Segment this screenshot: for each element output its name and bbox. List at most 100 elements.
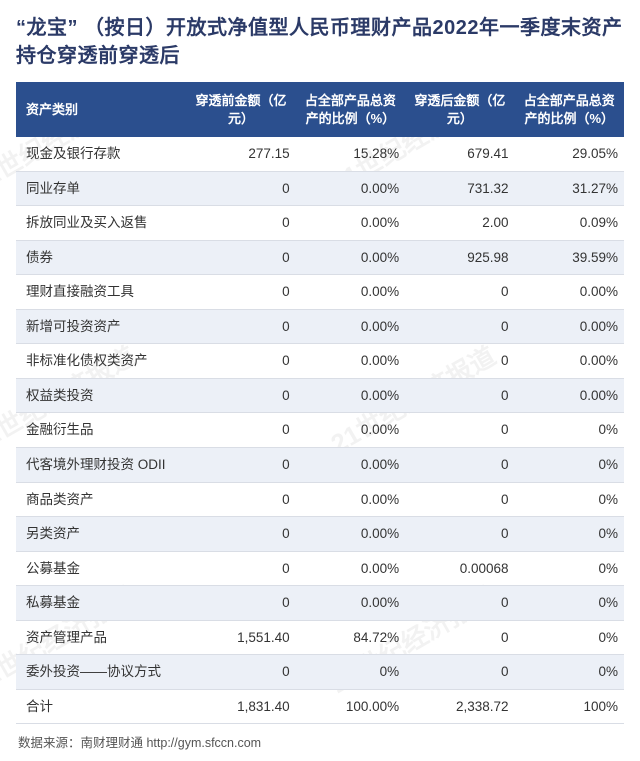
table-row: 私募基金00.00%00% <box>16 586 624 621</box>
table-header: 资产类别 穿透前金额（亿元） 占全部产品总资产的比例（%） 穿透后金额（亿元） … <box>16 82 624 137</box>
cell-value: 0.00% <box>296 275 405 310</box>
cell-value: 0.00% <box>515 309 624 344</box>
cell-value: 0 <box>186 344 295 379</box>
data-source: 数据来源：南财理财通 http://gym.sfccn.com <box>16 732 624 751</box>
cell-value: 679.41 <box>405 137 514 171</box>
cell-category: 合计 <box>16 689 186 724</box>
cell-value: 0.09% <box>515 206 624 241</box>
cell-value: 0 <box>405 275 514 310</box>
table-row: 拆放同业及买入返售00.00%2.000.09% <box>16 206 624 241</box>
cell-value: 0.00% <box>296 448 405 483</box>
cell-category: 拆放同业及买入返售 <box>16 206 186 241</box>
table-row: 合计1,831.40100.00%2,338.72100% <box>16 689 624 724</box>
cell-value: 0 <box>186 378 295 413</box>
cell-value: 0 <box>186 482 295 517</box>
table-row: 非标准化债权类资产00.00%00.00% <box>16 344 624 379</box>
cell-value: 0% <box>515 551 624 586</box>
table-row: 委外投资——协议方式00%00% <box>16 655 624 690</box>
cell-value: 0 <box>186 517 295 552</box>
cell-value: 0 <box>186 206 295 241</box>
cell-value: 0 <box>405 448 514 483</box>
table-row: 代客境外理财投资 ODII00.00%00% <box>16 448 624 483</box>
cell-value: 0.00% <box>296 482 405 517</box>
col-header-category: 资产类别 <box>16 82 186 137</box>
table-row: 债券00.00%925.9839.59% <box>16 240 624 275</box>
cell-value: 0 <box>405 620 514 655</box>
cell-value: 0 <box>405 655 514 690</box>
cell-value: 31.27% <box>515 171 624 206</box>
cell-category: 代客境外理财投资 ODII <box>16 448 186 483</box>
cell-category: 新增可投资资产 <box>16 309 186 344</box>
cell-value: 0.00% <box>296 551 405 586</box>
cell-value: 0.00% <box>296 378 405 413</box>
holdings-table: 资产类别 穿透前金额（亿元） 占全部产品总资产的比例（%） 穿透后金额（亿元） … <box>16 82 624 724</box>
cell-value: 0 <box>186 275 295 310</box>
cell-value: 0.00% <box>296 517 405 552</box>
cell-value: 2,338.72 <box>405 689 514 724</box>
cell-value: 1,551.40 <box>186 620 295 655</box>
cell-value: 0 <box>186 655 295 690</box>
cell-category: 商品类资产 <box>16 482 186 517</box>
cell-value: 39.59% <box>515 240 624 275</box>
cell-value: 84.72% <box>296 620 405 655</box>
cell-value: 0.00% <box>296 586 405 621</box>
cell-value: 0.00% <box>515 378 624 413</box>
cell-value: 0% <box>515 517 624 552</box>
cell-value: 0.00% <box>296 309 405 344</box>
cell-value: 277.15 <box>186 137 295 171</box>
cell-category: 另类资产 <box>16 517 186 552</box>
cell-value: 29.05% <box>515 137 624 171</box>
cell-value: 100% <box>515 689 624 724</box>
cell-value: 0 <box>186 240 295 275</box>
table-row: 资产管理产品1,551.4084.72%00% <box>16 620 624 655</box>
cell-value: 1,831.40 <box>186 689 295 724</box>
table-row: 金融衍生品00.00%00% <box>16 413 624 448</box>
cell-value: 0 <box>405 309 514 344</box>
cell-value: 0.00% <box>296 344 405 379</box>
cell-category: 非标准化债权类资产 <box>16 344 186 379</box>
cell-value: 0 <box>405 413 514 448</box>
cell-category: 权益类投资 <box>16 378 186 413</box>
cell-value: 925.98 <box>405 240 514 275</box>
cell-value: 0.00% <box>296 171 405 206</box>
cell-value: 0% <box>515 620 624 655</box>
cell-value: 0 <box>405 344 514 379</box>
cell-value: 731.32 <box>405 171 514 206</box>
cell-category: 私募基金 <box>16 586 186 621</box>
table-row: 现金及银行存款277.1515.28%679.4129.05% <box>16 137 624 171</box>
cell-category: 理财直接融资工具 <box>16 275 186 310</box>
cell-value: 0 <box>186 551 295 586</box>
cell-value: 0 <box>186 448 295 483</box>
cell-value: 15.28% <box>296 137 405 171</box>
cell-value: 0% <box>515 586 624 621</box>
table-row: 新增可投资资产00.00%00.00% <box>16 309 624 344</box>
cell-value: 0 <box>186 413 295 448</box>
cell-value: 0.00% <box>296 240 405 275</box>
cell-value: 0.00068 <box>405 551 514 586</box>
cell-value: 0% <box>296 655 405 690</box>
report-container: “龙宝” （按日）开放式净值型人民币理财产品2022年一季度末资产持仓穿透前穿透… <box>0 0 640 761</box>
table-row: 理财直接融资工具00.00%00.00% <box>16 275 624 310</box>
report-title: “龙宝” （按日）开放式净值型人民币理财产品2022年一季度末资产持仓穿透前穿透… <box>16 14 624 70</box>
cell-value: 0.00% <box>515 344 624 379</box>
cell-value: 0 <box>186 586 295 621</box>
cell-value: 0% <box>515 655 624 690</box>
col-header-pre-amount: 穿透前金额（亿元） <box>186 82 295 137</box>
cell-value: 0 <box>405 517 514 552</box>
cell-value: 0 <box>405 482 514 517</box>
cell-category: 委外投资——协议方式 <box>16 655 186 690</box>
cell-value: 2.00 <box>405 206 514 241</box>
cell-value: 0 <box>186 171 295 206</box>
table-row: 公募基金00.00%0.000680% <box>16 551 624 586</box>
cell-value: 0 <box>186 309 295 344</box>
cell-category: 公募基金 <box>16 551 186 586</box>
cell-category: 资产管理产品 <box>16 620 186 655</box>
table-row: 权益类投资00.00%00.00% <box>16 378 624 413</box>
cell-value: 100.00% <box>296 689 405 724</box>
cell-value: 0 <box>405 378 514 413</box>
cell-value: 0.00% <box>515 275 624 310</box>
cell-category: 债券 <box>16 240 186 275</box>
table-body: 现金及银行存款277.1515.28%679.4129.05%同业存单00.00… <box>16 137 624 724</box>
table-row: 另类资产00.00%00% <box>16 517 624 552</box>
cell-category: 同业存单 <box>16 171 186 206</box>
